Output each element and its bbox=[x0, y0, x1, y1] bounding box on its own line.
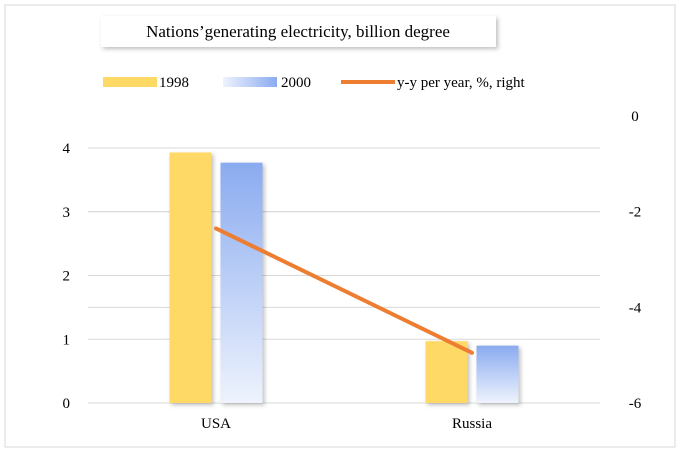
x-tick-label: Russia bbox=[452, 416, 492, 432]
y-left-tick-label: 2 bbox=[63, 269, 71, 285]
y-left-tick-label: 3 bbox=[63, 205, 71, 221]
axis-ticks: 0 1 2 3 4 0 -2 -4 -6 USA Russia bbox=[63, 109, 642, 432]
x-tick-label: USA bbox=[201, 416, 231, 432]
bar-1998-USA bbox=[169, 152, 212, 403]
y-left-tick-label: 0 bbox=[63, 396, 71, 412]
bars bbox=[169, 152, 519, 403]
bar-2000-Russia bbox=[476, 345, 519, 403]
legend-swatch-2000 bbox=[223, 77, 277, 87]
line-yy-per-year bbox=[214, 226, 474, 355]
y-left-tick-label: 4 bbox=[63, 141, 71, 157]
legend-swatch-1998 bbox=[103, 77, 157, 87]
legend: 1998 2000 y-y per year, %, right bbox=[103, 75, 526, 91]
bar-1998-Russia bbox=[425, 341, 468, 403]
legend-label-yy: y-y per year, %, right bbox=[397, 75, 526, 91]
chart-title: Nations’generating electricity, billion … bbox=[146, 22, 450, 41]
legend-label-2000: 2000 bbox=[281, 75, 311, 91]
chart-frame bbox=[4, 4, 676, 448]
bar-2000-USA bbox=[220, 162, 263, 403]
y-right-tick-label: -4 bbox=[629, 300, 642, 316]
y-left-tick-label: 1 bbox=[63, 332, 71, 348]
y-right-tick-label: -2 bbox=[629, 205, 642, 221]
legend-label-1998: 1998 bbox=[159, 75, 189, 91]
line-series bbox=[214, 226, 474, 355]
title-box: Nations’generating electricity, billion … bbox=[101, 16, 496, 47]
y-right-tick-label: -6 bbox=[629, 396, 642, 412]
y-right-tick-label: 0 bbox=[631, 109, 639, 125]
